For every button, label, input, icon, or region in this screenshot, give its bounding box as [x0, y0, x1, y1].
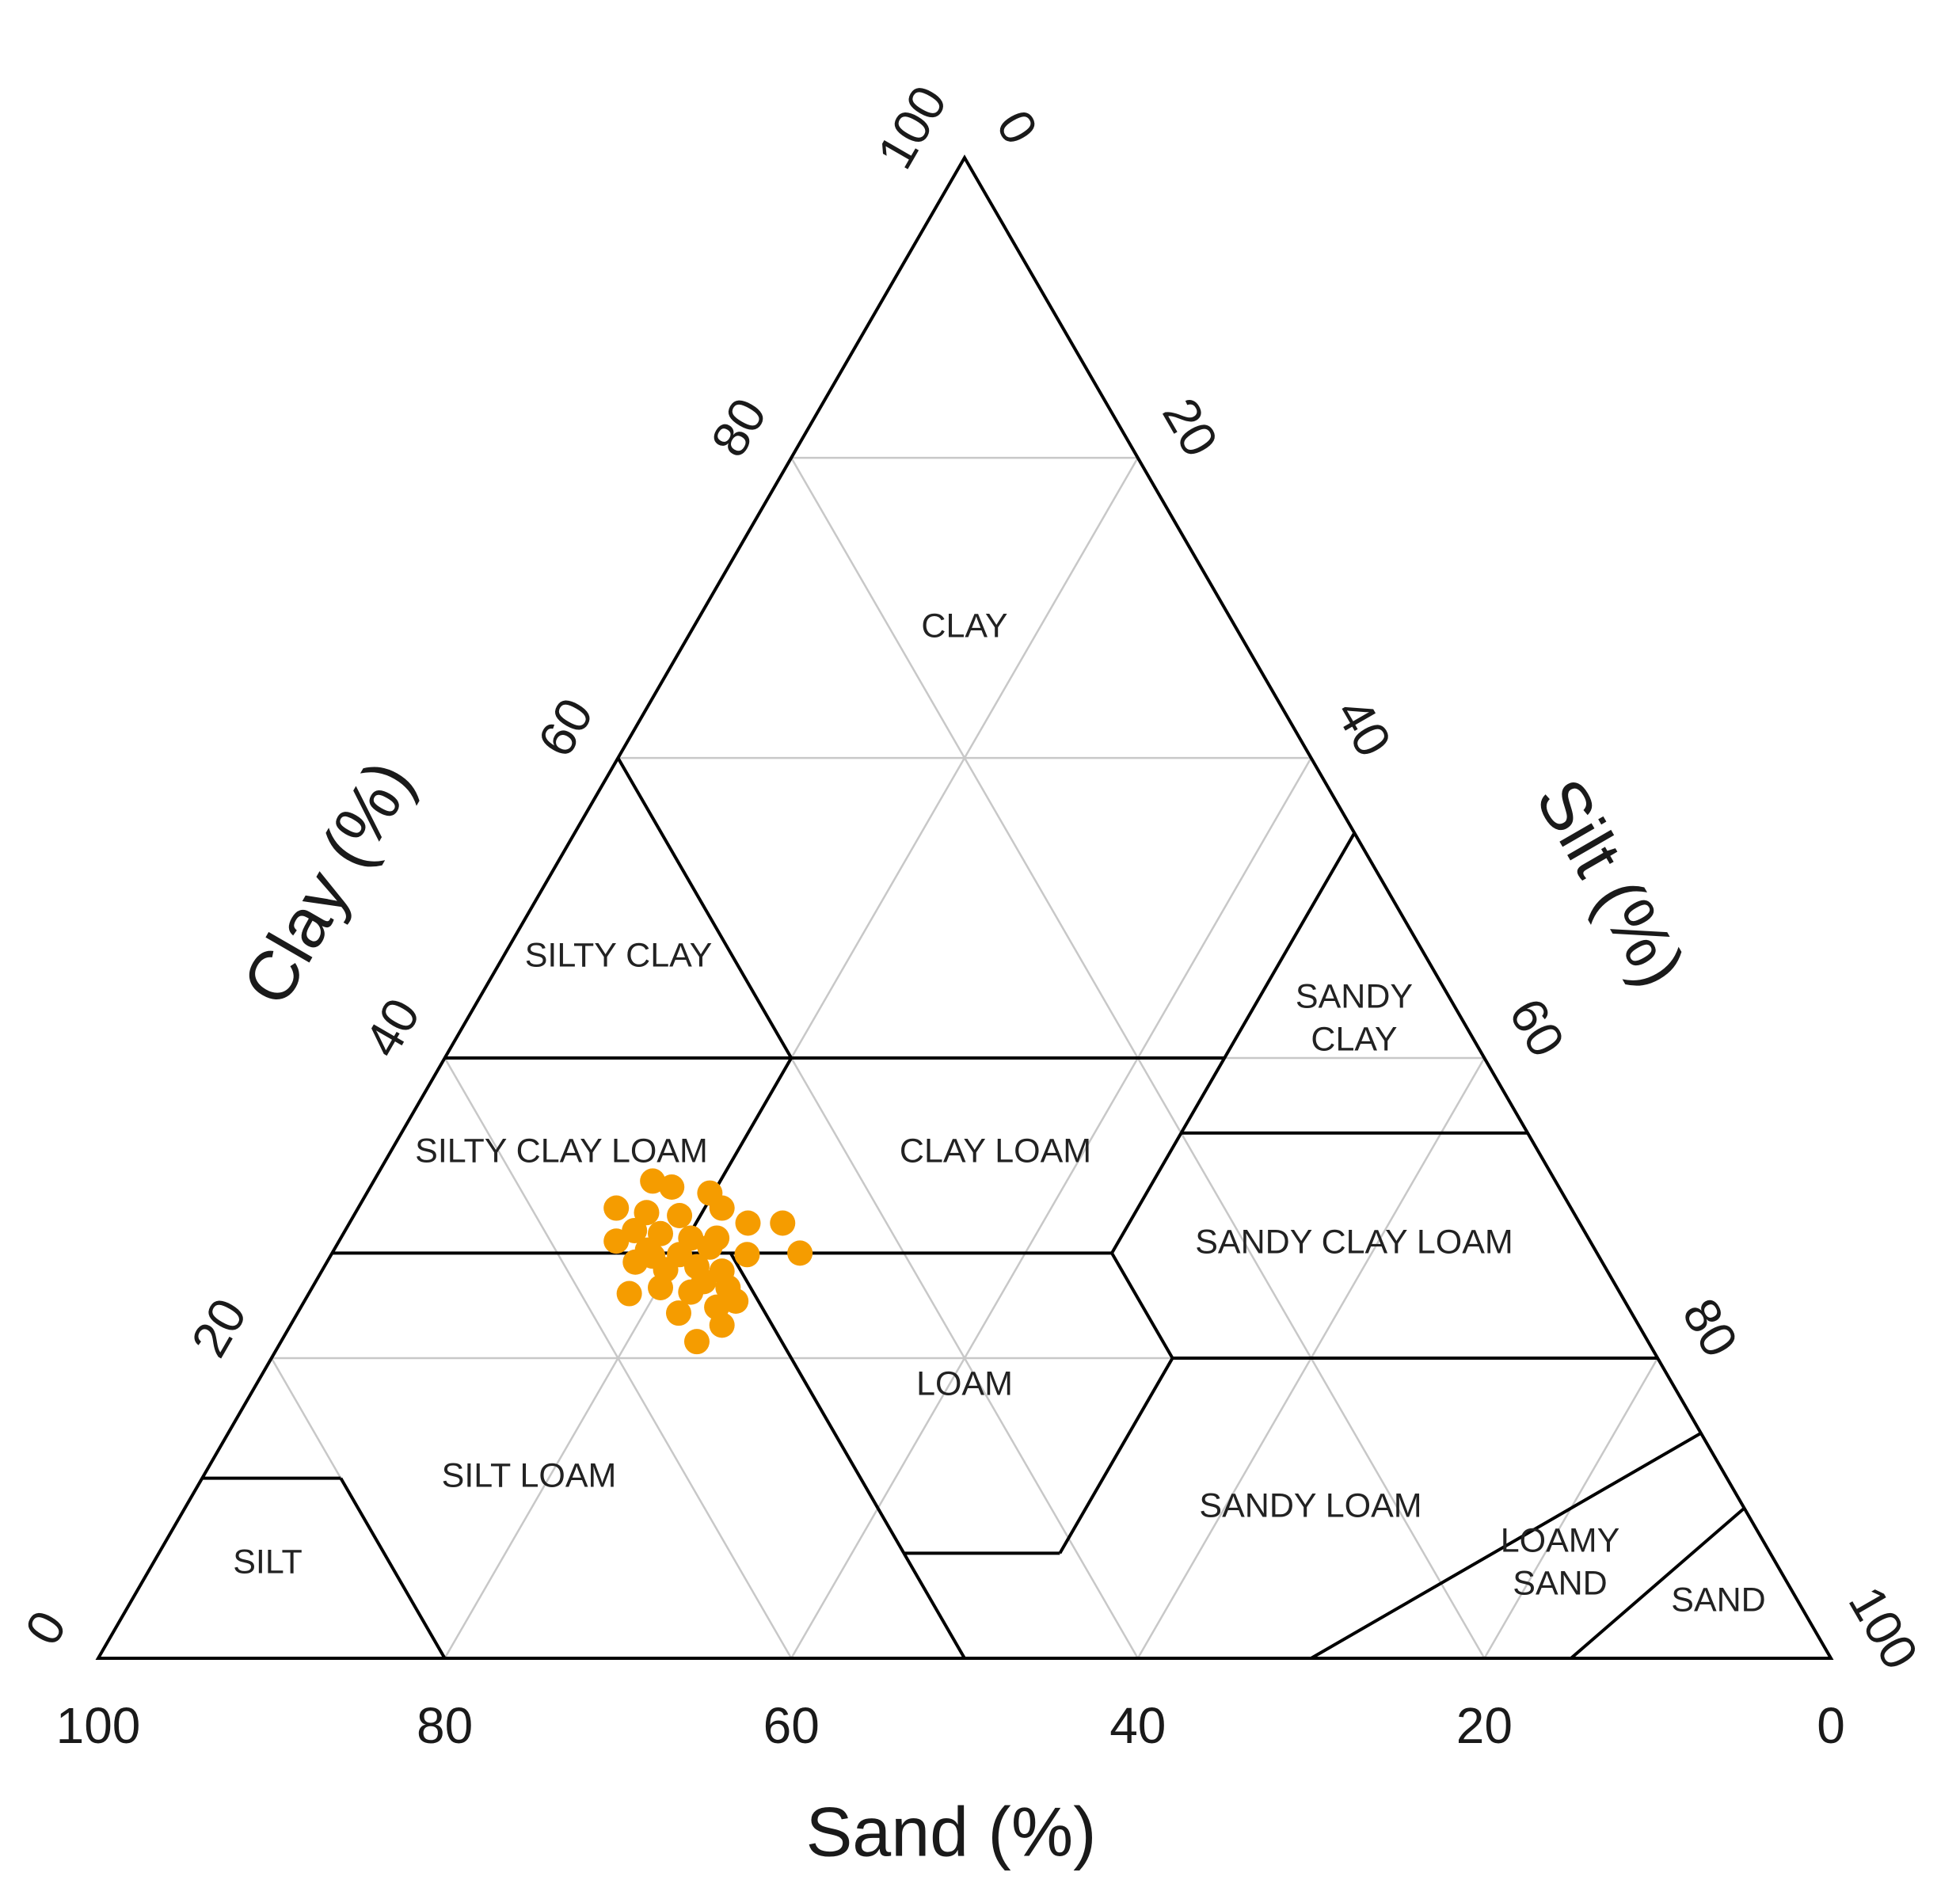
region-label: LOAM [916, 1364, 1013, 1402]
region-label: SILTY CLAY [525, 936, 713, 974]
data-point [787, 1240, 813, 1266]
data-point [683, 1329, 710, 1355]
region-boundary [339, 1477, 447, 1659]
region-label: SILT LOAM [442, 1456, 617, 1494]
region-label: SANDY LOAM [1199, 1486, 1421, 1524]
region-boundary [729, 1252, 906, 1555]
tick-label: 60 [527, 689, 604, 767]
data-point [634, 1200, 660, 1226]
region-boundary [1110, 1132, 1183, 1254]
data-point [697, 1234, 723, 1260]
data-point [665, 1300, 691, 1326]
tick-label: 0 [1817, 1697, 1845, 1754]
data-point [723, 1288, 749, 1315]
axis-title: Sand (%) [806, 1792, 1097, 1870]
region-label: SAND [1513, 1564, 1607, 1602]
tick-label: 60 [763, 1697, 820, 1754]
region-boundary [677, 1057, 793, 1254]
data-point [667, 1203, 693, 1229]
region-boundary [1110, 1252, 1174, 1360]
region-boundary [902, 1552, 966, 1659]
triangle-outline [95, 154, 1834, 1660]
region-label: SILT [233, 1543, 303, 1581]
data-point [616, 1281, 642, 1307]
region-label: SANDY CLAY LOAM [1195, 1223, 1513, 1261]
tick-label: 20 [1151, 389, 1229, 466]
data-point [603, 1228, 630, 1254]
data-point [734, 1242, 760, 1268]
tick-label: 60 [1498, 989, 1576, 1067]
region-boundary [1570, 1507, 1745, 1660]
data-point [735, 1210, 761, 1236]
tick-label: 80 [1672, 1289, 1749, 1367]
region-label: SANDY [1296, 977, 1413, 1015]
region-boundary [616, 757, 793, 1060]
tick-label: 40 [1325, 689, 1402, 767]
tick-label: 100 [866, 76, 958, 177]
region-label: CLAY LOAM [900, 1132, 1091, 1170]
axis-title: Clay (%) [227, 748, 428, 1018]
tick-label: 100 [1838, 1577, 1930, 1678]
data-point [640, 1243, 666, 1269]
grid-line [443, 1057, 793, 1659]
data-point [648, 1274, 674, 1300]
data-point [709, 1195, 735, 1221]
region-boundary [1179, 832, 1357, 1134]
tick-label: 20 [1456, 1697, 1513, 1754]
tick-label: 40 [353, 989, 431, 1067]
data-point [770, 1210, 796, 1236]
tick-label: 0 [985, 101, 1049, 154]
data-point [709, 1312, 735, 1338]
region-boundary [1058, 1357, 1174, 1555]
data-point [603, 1195, 630, 1221]
tick-label: 0 [14, 1601, 78, 1654]
region-label: SILTY CLAY LOAM [415, 1132, 708, 1170]
region-label: CLAY [921, 607, 1007, 645]
tick-label: 100 [56, 1697, 141, 1754]
region-label: LOAMY [1501, 1521, 1620, 1559]
tick-label: 80 [700, 389, 778, 466]
tick-label: 20 [180, 1289, 257, 1367]
data-point [659, 1174, 685, 1201]
tick-label: 40 [1109, 1697, 1166, 1754]
data-point [640, 1168, 666, 1194]
axis-title: Silt (%) [1521, 766, 1702, 999]
region-label: SAND [1671, 1581, 1765, 1619]
tick-label: 80 [417, 1697, 473, 1754]
data-point [691, 1269, 717, 1295]
region-label: CLAY [1311, 1020, 1397, 1058]
region-boundary [1310, 1432, 1702, 1660]
